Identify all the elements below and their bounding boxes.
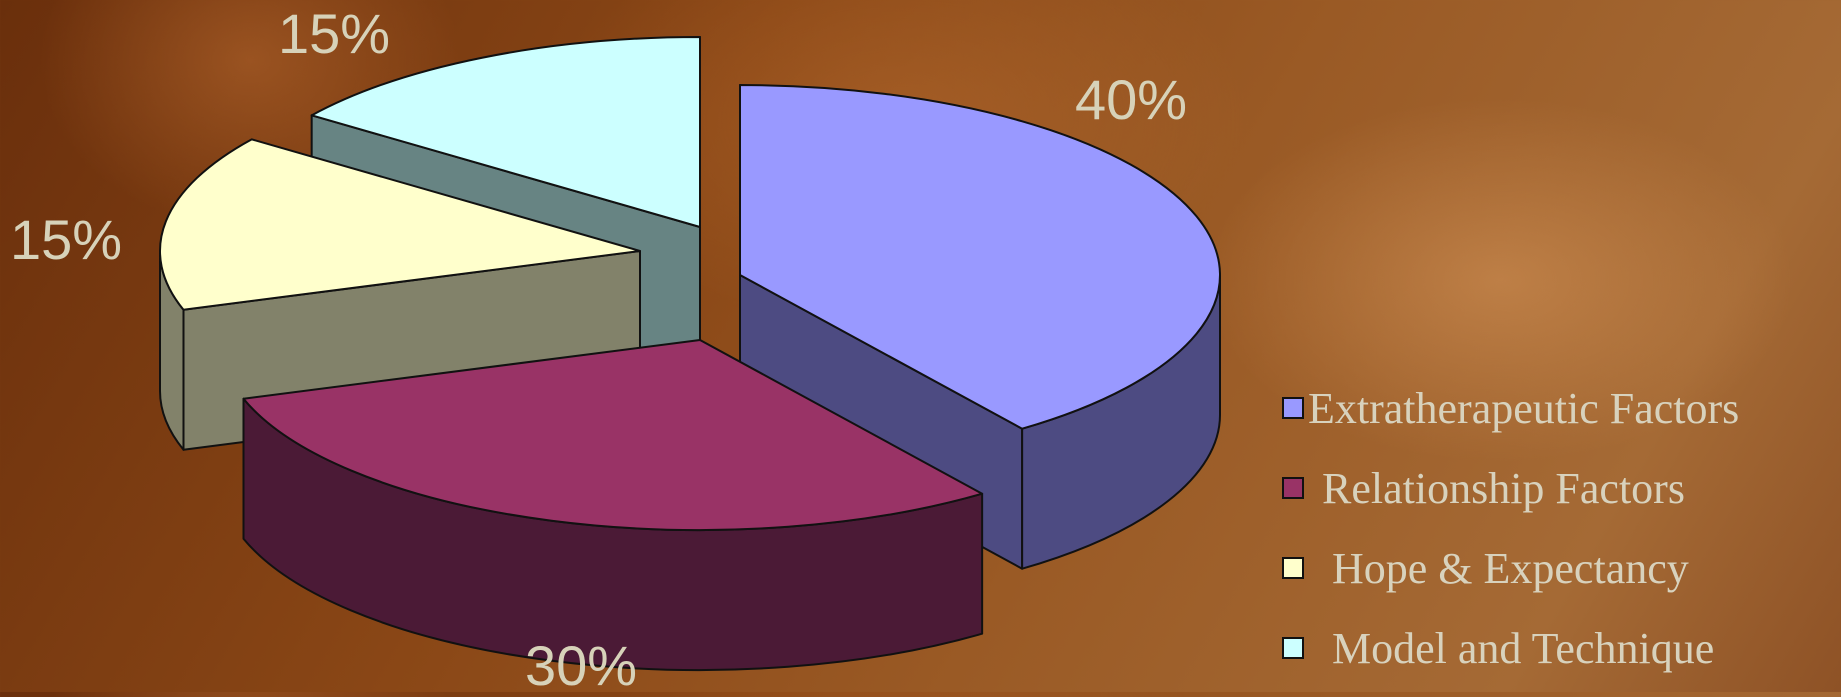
legend-label-model: Model and Technique: [1332, 623, 1715, 673]
slice-value-label-relationship: 30%: [525, 634, 638, 697]
legend-swatch-hope: [1282, 557, 1304, 579]
legend-label-extratherapeutic: Extratherapeutic Factors: [1308, 383, 1740, 433]
slice-extratherapeutic: [739, 84, 1221, 430]
slice-relationship: [242, 339, 984, 531]
slice-value-label-hope: 15%: [10, 208, 123, 271]
legend-swatch-relationship: [1282, 477, 1304, 499]
legend-swatch-extratherapeutic: [1282, 397, 1304, 419]
legend-swatch-model: [1282, 637, 1304, 659]
legend-item-relationship: Relationship Factors: [1282, 448, 1739, 528]
legend-label-relationship: Relationship Factors: [1322, 463, 1685, 513]
legend-item-model: Model and Technique: [1282, 608, 1739, 688]
slice-value-label-model: 15%: [278, 2, 391, 65]
slice-model: [310, 36, 701, 228]
legend-item-hope: Hope & Expectancy: [1282, 528, 1739, 608]
slice-hope: [159, 138, 641, 311]
legend-label-hope: Hope & Expectancy: [1332, 543, 1689, 593]
slice-value-label-extratherapeutic: 40%: [1075, 68, 1188, 131]
chart-legend: Extratherapeutic Factors Relationship Fa…: [1282, 368, 1739, 688]
legend-item-extratherapeutic: Extratherapeutic Factors: [1282, 368, 1739, 448]
